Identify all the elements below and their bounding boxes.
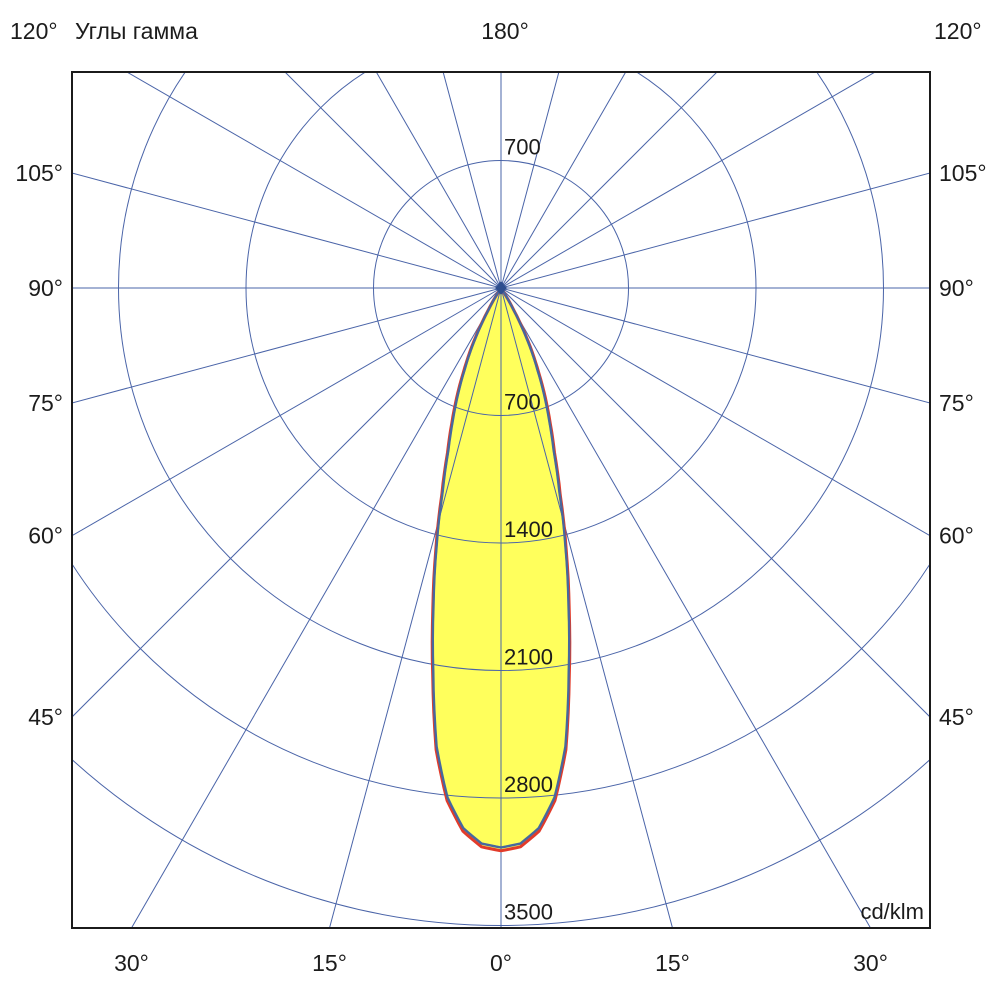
polar-grid-ray (500, 72, 627, 289)
polar-grid-ray (72, 172, 502, 289)
corner-angle-label-left: 120° (10, 18, 58, 44)
gamma-angle-label-left: 105° (15, 160, 63, 186)
chart-title: Углы гамма (75, 18, 198, 44)
gamma-angle-label-bottom: 0° (490, 950, 512, 976)
gamma-angle-label-left: 75° (28, 390, 63, 416)
pole-marker (495, 281, 507, 295)
polar-grid-ray (442, 72, 502, 289)
polar-grid-ray (125, 72, 502, 289)
polar-grid-ray (284, 72, 502, 289)
ring-value-label: 700 (504, 135, 541, 160)
unit-label: cd/klm (860, 899, 924, 924)
ring-value-label: 1400 (504, 517, 553, 542)
polar-grid-ray (328, 287, 502, 928)
ring-value-label: 2100 (504, 645, 553, 670)
polar-grid-ray (500, 287, 674, 928)
gamma-angle-label-bottom: 15° (312, 950, 347, 976)
gamma-angle-label-left: 60° (28, 523, 63, 549)
gamma-angle-label-right: 45° (939, 704, 974, 730)
polar-grid-ray (72, 287, 502, 718)
gamma-angle-label-bottom: 30° (114, 950, 149, 976)
top-angle-label: 180° (481, 18, 529, 44)
polar-grid-ray (500, 287, 872, 928)
polar-grid-ray (500, 72, 877, 289)
ring-value-label: 700 (504, 390, 541, 415)
gamma-angle-label-left: 90° (28, 275, 63, 301)
gamma-angle-label-right: 105° (939, 160, 987, 186)
ring-value-label: 3500 (504, 900, 553, 925)
gamma-angle-label-right: 90° (939, 275, 974, 301)
gamma-angle-label-right: 60° (939, 523, 974, 549)
polar-grid-ray (500, 287, 930, 404)
gamma-angle-label-bottom: 15° (655, 950, 690, 976)
polar-grid-ray (500, 72, 560, 289)
ring-value-label: 2800 (504, 772, 553, 797)
polar-grid-ray (130, 287, 502, 928)
corner-angle-label-right: 120° (934, 18, 982, 44)
polar-grid-ray (500, 287, 930, 718)
polar-grid-ray (375, 72, 502, 289)
polar-grid-ray (500, 287, 930, 537)
polar-grid-ray (500, 172, 930, 289)
polar-grid-ray (72, 287, 502, 404)
gamma-angle-label-bottom: 30° (853, 950, 888, 976)
plot-frame (71, 71, 931, 929)
photometric-curve-c90 (431, 287, 571, 849)
gamma-angle-label-left: 45° (28, 704, 63, 730)
polar-grid-ray (72, 287, 502, 537)
polar-grid-ray (500, 72, 718, 289)
gamma-angle-label-right: 75° (939, 390, 974, 416)
